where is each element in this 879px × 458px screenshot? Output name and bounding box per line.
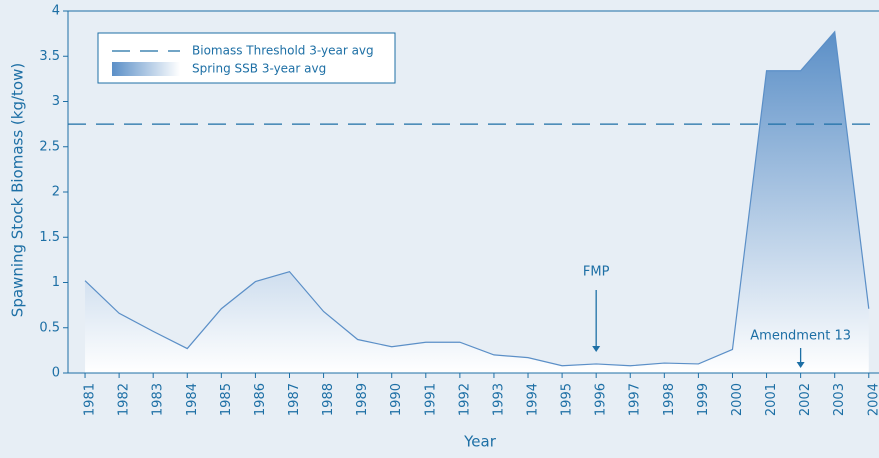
y-tick-label: 3 bbox=[52, 94, 60, 109]
x-tick-label: 1989 bbox=[355, 383, 370, 416]
x-tick-label: 1986 bbox=[253, 383, 268, 416]
x-tick-label: 1985 bbox=[219, 383, 234, 416]
x-tick-label: 1982 bbox=[117, 383, 132, 416]
y-tick-label: 1.5 bbox=[39, 230, 60, 245]
legend-label: Biomass Threshold 3-year avg bbox=[192, 44, 374, 58]
x-axis-label: Year bbox=[463, 433, 497, 451]
x-tick-label: 1999 bbox=[696, 383, 711, 416]
y-tick-label: 2.5 bbox=[39, 139, 60, 154]
x-tick-label: 1992 bbox=[457, 383, 472, 416]
x-tick-label: 2000 bbox=[730, 383, 745, 416]
line bbox=[84, 30, 870, 367]
legend-label: Spring SSB 3-year avg bbox=[192, 62, 326, 76]
x-tick-label: 1996 bbox=[594, 383, 609, 416]
x-tick-label: 1981 bbox=[83, 383, 98, 416]
x-tick-label: 1984 bbox=[185, 383, 200, 416]
x-tick-label: 1995 bbox=[560, 383, 575, 416]
x-tick-label: 2003 bbox=[832, 383, 847, 416]
y-tick-label: 0.5 bbox=[39, 320, 60, 335]
x-tick-label: 1990 bbox=[389, 383, 404, 416]
y-tick-label: 1 bbox=[52, 275, 60, 290]
x-tick-label: 1997 bbox=[628, 383, 643, 416]
y-tick-label: 4 bbox=[52, 4, 60, 19]
x-tick-label: 2004 bbox=[866, 383, 879, 416]
x-tick-label: 1998 bbox=[662, 383, 677, 416]
y-tick-label: 0 bbox=[52, 366, 60, 381]
x-tick-label: 2002 bbox=[798, 383, 813, 416]
x-tick-label: 1983 bbox=[151, 383, 166, 416]
legend-swatch bbox=[112, 62, 180, 76]
y-tick-label: 3.5 bbox=[39, 49, 60, 64]
y-tick-label: 2 bbox=[52, 185, 60, 200]
x-tick-label: 1991 bbox=[423, 383, 438, 416]
arrow-head bbox=[796, 362, 805, 368]
x-tick-label: 1994 bbox=[526, 383, 541, 416]
x-tick-label: 1988 bbox=[321, 383, 336, 416]
x-tick-label: 1993 bbox=[491, 383, 506, 416]
area bbox=[85, 31, 869, 373]
annotation: Amendment 13 bbox=[750, 329, 851, 344]
x-tick-label: 1987 bbox=[287, 383, 302, 416]
annotation: FMP bbox=[583, 265, 610, 280]
y-axis-label: Spawning Stock Biomass (kg/tow) bbox=[9, 63, 27, 317]
x-tick-label: 2001 bbox=[764, 383, 779, 416]
arrow-head bbox=[592, 346, 601, 352]
